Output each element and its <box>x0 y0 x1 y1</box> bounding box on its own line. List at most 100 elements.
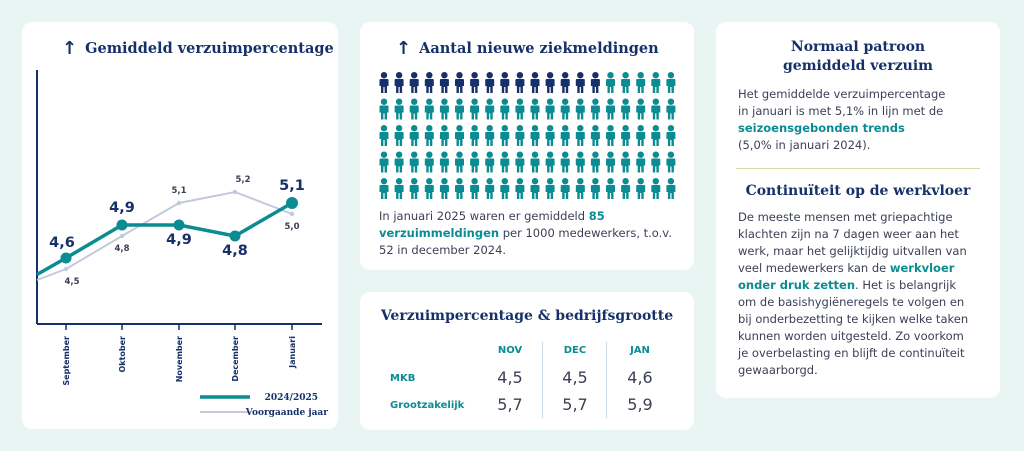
person-icon <box>530 72 540 93</box>
person-icon <box>470 98 480 120</box>
data-label-current: 4,9 <box>109 200 135 216</box>
legend-label-previous: Voorgaande jaar <box>245 408 328 418</box>
person-icon <box>515 72 525 93</box>
person-icon <box>651 151 661 173</box>
person-icon <box>470 72 480 93</box>
person-icon <box>470 178 480 199</box>
section2-line: gewaarborgd. <box>738 363 818 377</box>
person-icon <box>666 125 676 146</box>
legend-label-current: 2024/2025 <box>265 393 318 403</box>
person-icon <box>666 151 676 173</box>
person-icon <box>560 125 570 146</box>
person-icon <box>636 72 646 93</box>
person-icon <box>651 98 661 120</box>
person-icon <box>409 178 419 199</box>
section2-line: bij onderbezetting te kijken welke taken <box>738 312 969 326</box>
person-icon <box>409 151 419 173</box>
arrow-up-icon: ↑ <box>62 38 78 59</box>
person-icon <box>424 98 434 120</box>
person-icon <box>590 98 600 120</box>
person-icon <box>590 72 600 93</box>
person-icon <box>575 98 585 120</box>
section2-text: . Het is belangrijk <box>855 278 957 292</box>
person-icon <box>545 125 555 146</box>
person-icon <box>439 72 449 93</box>
section1-heading-line2: gemiddeld verzuim <box>783 58 933 74</box>
section1-line: (5,0% in januari 2024). <box>738 138 871 152</box>
person-icon <box>394 72 404 93</box>
person-icon <box>455 72 464 93</box>
person-icon <box>575 151 585 173</box>
section2-line: De meeste mensen met griepachtige <box>738 210 953 224</box>
person-icon <box>606 72 615 93</box>
person-icon <box>606 178 615 199</box>
series-line-current <box>36 201 293 277</box>
table-cell: 4,5 <box>562 368 588 387</box>
section1-heading: Normaal patroon gemiddeld verzuim <box>716 38 1000 76</box>
person-icon <box>500 72 510 93</box>
section2-line: klachten zijn na 7 dagen weer aan het <box>738 227 959 241</box>
data-label-previous: 4,8 <box>114 244 129 254</box>
person-icon <box>575 72 585 93</box>
person-icon <box>636 178 646 199</box>
sick-reports-description: In januari 2025 waren er gemiddeld 85 ve… <box>379 208 679 259</box>
person-icon <box>379 178 389 199</box>
person-icon <box>651 178 661 199</box>
data-label-current: 4,8 <box>222 243 248 259</box>
person-icon <box>424 178 434 199</box>
person-icon <box>470 151 480 173</box>
person-icon <box>515 125 525 146</box>
person-icon <box>560 178 570 199</box>
point-previous <box>289 211 295 217</box>
section2-line: veel medewerkers kan de werkvloer <box>738 260 990 277</box>
person-icon <box>636 98 646 120</box>
person-icon <box>530 98 540 120</box>
person-icon <box>590 125 600 146</box>
data-label-previous: 5,0 <box>284 222 299 232</box>
section2-highlight: werkvloer <box>889 261 955 275</box>
person-icon <box>424 125 434 146</box>
person-icon <box>560 98 570 120</box>
person-icon <box>439 98 449 120</box>
sick-reports-card: ↑ Aantal nieuwe ziekmeldingen In januari … <box>360 22 694 270</box>
person-icon <box>379 72 389 93</box>
desc-text-before: In januari 2025 waren er gemiddeld <box>379 209 589 223</box>
line-chart: September Oktober November December Januari 4… <box>36 70 328 418</box>
person-icon <box>606 151 615 173</box>
person-icon <box>379 125 389 146</box>
person-icon <box>606 98 615 120</box>
point-current <box>286 197 298 209</box>
x-tick-label: December <box>231 336 240 382</box>
person-icon <box>545 98 555 120</box>
table-cell: 4,5 <box>497 368 523 387</box>
section1-heading-line1: Normaal patroon <box>790 39 926 55</box>
person-icon <box>515 151 525 173</box>
point-previous <box>119 233 125 239</box>
sick-reports-title-text: Aantal nieuwe ziekmeldingen <box>419 40 659 57</box>
section1-highlight: seizoensgebonden trends <box>738 121 905 135</box>
person-icon <box>485 72 495 93</box>
person-icon <box>485 125 495 146</box>
column-divider <box>542 342 543 418</box>
x-tick-label: Januari <box>288 336 297 369</box>
x-tick-label: November <box>175 336 184 382</box>
section2-line: werk, maar het gelijktijdig uitvallen va… <box>738 244 967 258</box>
row-label-grootzakelijk: Grootzakelijk <box>390 400 465 411</box>
point-current <box>116 219 128 231</box>
data-label-previous: 5,2 <box>235 175 250 185</box>
person-icon <box>666 98 676 120</box>
person-icon <box>455 98 464 120</box>
x-tick-label: September <box>62 336 71 386</box>
point-previous <box>176 200 182 206</box>
section2-body: De meeste mensen met griepachtige klacht… <box>738 209 990 379</box>
desc-highlight: 85 verzuimmeldingen <box>379 209 605 240</box>
table-cell: 5,9 <box>627 395 653 414</box>
col-header: DEC <box>563 345 587 356</box>
line-chart-card: ↑ Gemiddeld verzuimpercentage September Ok… <box>22 22 338 429</box>
data-label-current: 4,9 <box>166 232 192 248</box>
person-icon <box>515 98 525 120</box>
row-label-mkb: MKB <box>390 373 416 384</box>
section1-line: Het gemiddelde verzuimpercentage <box>738 87 946 101</box>
point-previous <box>63 266 69 272</box>
point-current <box>60 252 72 264</box>
